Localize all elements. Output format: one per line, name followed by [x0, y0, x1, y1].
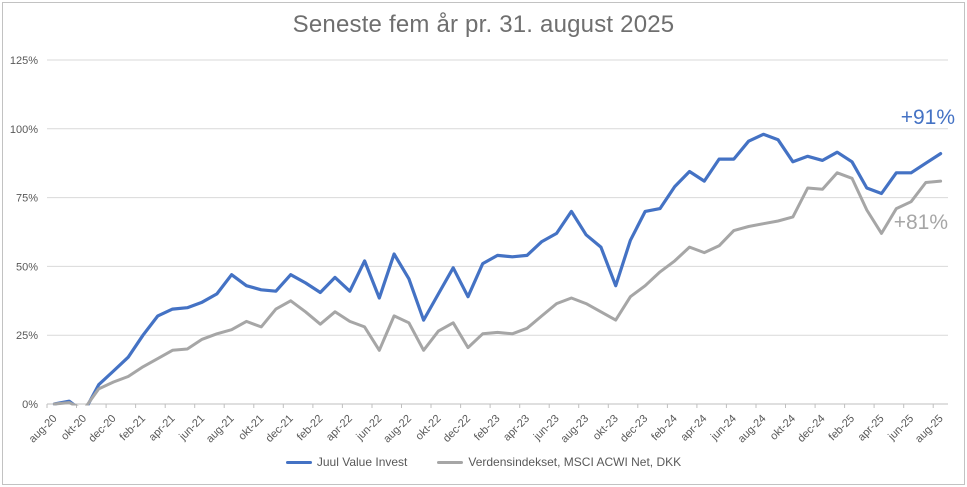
x-axis-tick-label: aug-22 [381, 413, 414, 446]
legend-item-index: Verdensindekset, MSCI ACWI Net, DKK [437, 455, 681, 469]
series-line-index [52, 171, 943, 406]
x-axis-tick-label: dec-23 [618, 413, 650, 445]
legend-item-juul: Juul Value Invest [285, 455, 408, 469]
series-line-juul [52, 132, 943, 406]
x-axis-tick-label: apr-21 [147, 413, 178, 444]
legend-label-index: Verdensindekset, MSCI ACWI Net, DKK [468, 455, 682, 469]
x-axis-tick-label: feb-25 [827, 413, 858, 444]
x-axis-tick-label: feb-24 [649, 413, 680, 444]
x-axis-tick-label: dec-20 [86, 413, 118, 445]
x-axis-tick-label: jun-25 [885, 413, 916, 444]
x-axis-tick-label: okt-21 [236, 413, 266, 443]
x-axis-tick-label: jun-21 [176, 413, 207, 444]
x-axis-tick-label: aug-25 [913, 413, 946, 446]
x-axis-tick-label: apr-25 [856, 413, 887, 444]
x-axis-tick-label: dec-24 [795, 413, 827, 445]
y-axis-tick-label: 0% [22, 399, 38, 411]
x-axis-tick-label: aug-24 [736, 413, 769, 446]
x-axis-tick-label: feb-23 [472, 413, 503, 444]
legend-label-juul: Juul Value Invest [316, 455, 408, 469]
annotation-juul-return: +91% [900, 106, 955, 129]
x-axis-tick-label: okt-22 [413, 413, 443, 443]
y-axis-tick-label: 25% [16, 330, 38, 342]
x-axis-tick-label: apr-22 [324, 413, 355, 444]
x-axis-tick-label: aug-21 [204, 413, 237, 446]
x-axis-tick-label: feb-21 [118, 413, 149, 444]
x-axis-tick-label: apr-23 [501, 413, 532, 444]
x-axis-tick-label: okt-24 [768, 413, 798, 443]
x-axis-tick-label: aug-20 [27, 413, 60, 446]
y-axis-tick-label: 50% [16, 261, 38, 273]
chart-legend: Juul Value Invest Verdensindekset, MSCI … [0, 455, 967, 469]
x-axis-tick-label: okt-23 [591, 413, 621, 443]
x-axis-tick-label: apr-24 [678, 413, 709, 444]
legend-swatch-index-line [437, 460, 464, 464]
chart-title: Seneste fem år pr. 31. august 2025 [292, 11, 675, 38]
x-axis-tick-label: jun-22 [354, 413, 385, 444]
x-axis-tick-label: dec-22 [441, 413, 473, 445]
y-axis-tick-label: 75% [16, 193, 38, 205]
annotation-index-return: +81% [893, 211, 948, 234]
x-axis-tick-label: jun-24 [708, 413, 739, 444]
x-axis-tick-label: feb-22 [295, 413, 326, 444]
x-axis-tick-label: aug-23 [559, 413, 592, 446]
x-axis-tick-label: dec-21 [264, 413, 296, 445]
legend-swatch-juul-line [285, 460, 312, 464]
x-axis-tick-label: jun-23 [531, 413, 562, 444]
y-axis-tick-label: 125% [10, 55, 38, 67]
x-axis-tick-label: okt-20 [59, 413, 89, 443]
y-axis-tick-label: 100% [10, 124, 38, 136]
